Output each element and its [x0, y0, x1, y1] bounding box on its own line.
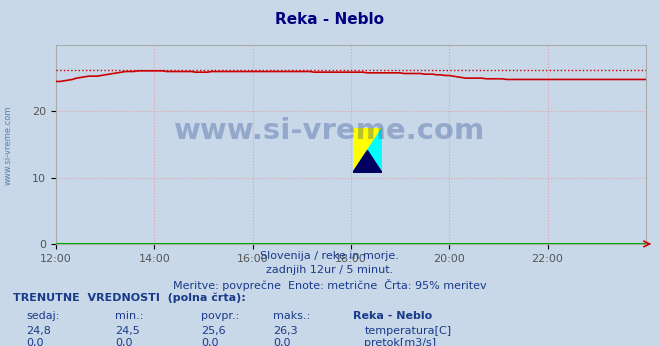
Text: zadnjih 12ur / 5 minut.: zadnjih 12ur / 5 minut. [266, 265, 393, 275]
Text: 26,3: 26,3 [273, 326, 298, 336]
Text: TRENUTNE  VREDNOSTI  (polna črta):: TRENUTNE VREDNOSTI (polna črta): [13, 292, 246, 303]
Text: 0,0: 0,0 [26, 338, 44, 346]
Text: 24,8: 24,8 [26, 326, 51, 336]
Text: Meritve: povprečne  Enote: metrične  Črta: 95% meritev: Meritve: povprečne Enote: metrične Črta:… [173, 279, 486, 291]
Text: 0,0: 0,0 [201, 338, 219, 346]
Text: povpr.:: povpr.: [201, 311, 239, 321]
Text: 0,0: 0,0 [115, 338, 133, 346]
Text: maks.:: maks.: [273, 311, 311, 321]
Text: www.si-vreme.com: www.si-vreme.com [3, 106, 13, 185]
Text: 0,0: 0,0 [273, 338, 291, 346]
Text: Reka - Neblo: Reka - Neblo [353, 311, 432, 321]
Text: Reka - Neblo: Reka - Neblo [275, 12, 384, 27]
Polygon shape [353, 128, 382, 173]
Text: 25,6: 25,6 [201, 326, 225, 336]
Polygon shape [353, 151, 382, 173]
Text: Slovenija / reke in morje.: Slovenija / reke in morje. [260, 251, 399, 261]
Text: pretok[m3/s]: pretok[m3/s] [364, 338, 436, 346]
Text: 24,5: 24,5 [115, 326, 140, 336]
Polygon shape [353, 128, 382, 173]
Text: www.si-vreme.com: www.si-vreme.com [174, 118, 485, 145]
Text: temperatura[C]: temperatura[C] [364, 326, 451, 336]
Text: min.:: min.: [115, 311, 144, 321]
Text: sedaj:: sedaj: [26, 311, 60, 321]
